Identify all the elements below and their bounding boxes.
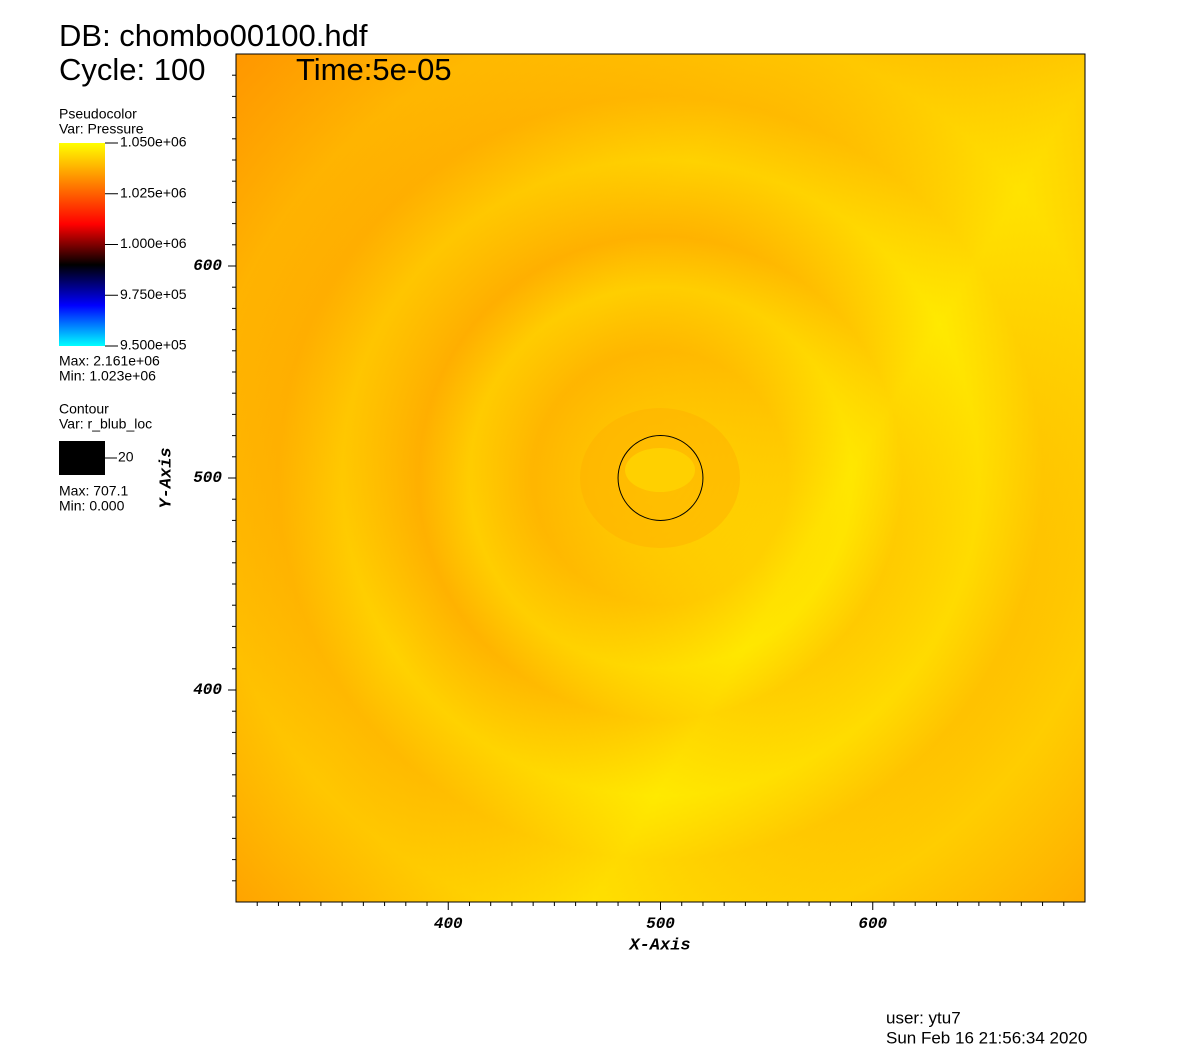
colorbar-tick-label: 1.025e+06 (120, 184, 187, 200)
x-tick-label: 600 (858, 915, 887, 933)
contour-max: Max: 707.1 (59, 483, 128, 499)
x-tick-label: 500 (646, 915, 675, 933)
contour-swatch (59, 441, 105, 475)
cycle-label: Cycle: 100 (59, 52, 205, 87)
legend-heading: Pseudocolor (59, 106, 137, 122)
contour-line (617, 435, 704, 521)
plot-field (235, 53, 1086, 903)
y-axis-label: Y-Axis (157, 447, 176, 508)
legend-var: Var: Pressure (59, 121, 144, 137)
legend-max: Max: 2.161e+06 (59, 353, 160, 369)
color-bar (59, 143, 105, 346)
date-label: Sun Feb 16 21:56:34 2020 (886, 1028, 1087, 1047)
contour-min: Min: 0.000 (59, 498, 125, 514)
colorbar-tick-label: 9.500e+05 (120, 337, 187, 353)
contour-var: Var: r_blub_loc (59, 416, 152, 432)
y-tick-label: 600 (193, 257, 222, 275)
colorbar-tick-label: 9.750e+05 (120, 286, 187, 302)
legend-min: Min: 1.023e+06 (59, 368, 156, 384)
y-tick-label: 500 (193, 469, 222, 487)
x-tick-label: 400 (434, 915, 463, 933)
x-axis-label: X-Axis (628, 936, 690, 955)
time-label: Time:5e-05 (296, 52, 452, 87)
colorbar-tick-label: 1.000e+06 (120, 235, 187, 251)
user-label: user: ytu7 (886, 1008, 961, 1027)
db-title: DB: chombo00100.hdf (59, 18, 368, 53)
center-blob (625, 448, 695, 492)
y-tick-label: 400 (193, 681, 222, 699)
contour-level-label: 20 (118, 449, 134, 465)
contour-heading: Contour (59, 401, 109, 417)
colorbar-tick-label: 1.050e+06 (120, 134, 187, 150)
